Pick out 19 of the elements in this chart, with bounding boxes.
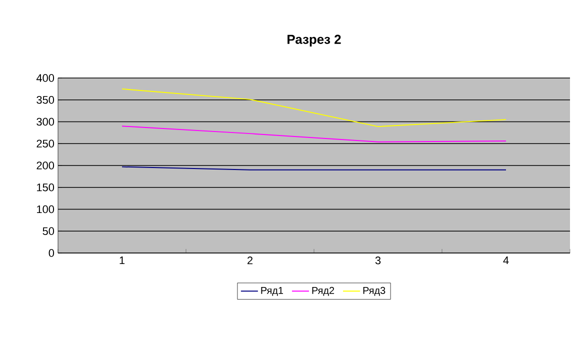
chart-title: Разрез 2 bbox=[288, 34, 341, 46]
x-tick-label: 3 bbox=[375, 256, 381, 264]
x-tick-label: 4 bbox=[503, 256, 509, 264]
line-series bbox=[122, 126, 507, 142]
x-tick-label: 2 bbox=[248, 256, 252, 264]
y-tick-label: 200 bbox=[36, 162, 54, 170]
y-tick-label: 0 bbox=[48, 249, 54, 257]
y-tick-label: 300 bbox=[36, 118, 54, 126]
y-tick-label: 50 bbox=[42, 227, 54, 236]
legend-label: Ряд1 bbox=[261, 286, 284, 296]
x-tick-label: 1 bbox=[120, 256, 125, 264]
y-tick-label: 400 bbox=[36, 74, 54, 82]
legend-label: Ряд3 bbox=[363, 286, 386, 296]
line-series bbox=[122, 88, 507, 128]
y-tick-label: 100 bbox=[37, 205, 54, 214]
y-tick-label: 150 bbox=[37, 184, 54, 192]
y-tick-label: 250 bbox=[36, 140, 54, 148]
legend-label: Ряд2 bbox=[312, 286, 334, 296]
y-tick-label: 350 bbox=[36, 96, 54, 104]
